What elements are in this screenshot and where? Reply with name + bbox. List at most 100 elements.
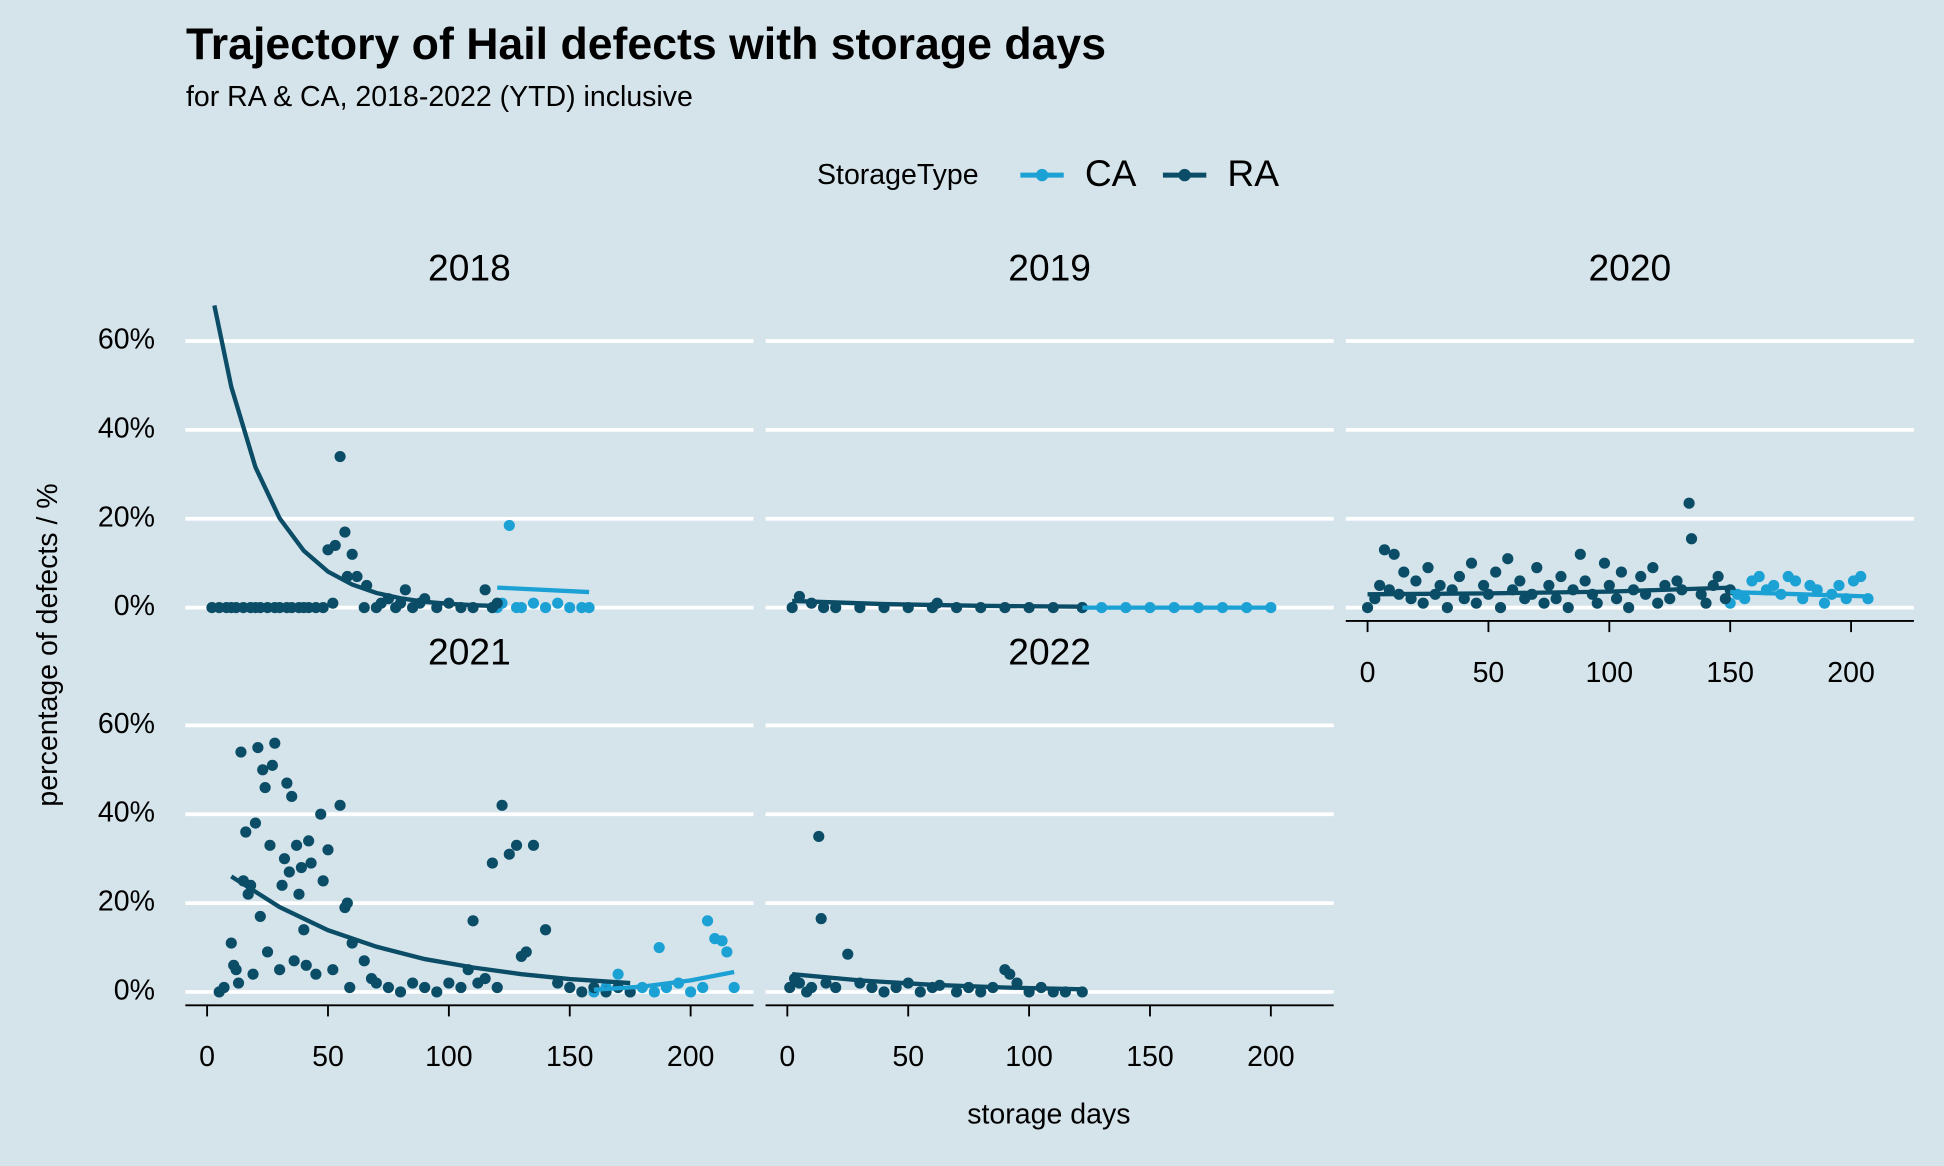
data-point (685, 986, 697, 998)
data-point (443, 977, 455, 989)
data-point (496, 799, 508, 811)
y-tick-label: 0% (114, 590, 155, 622)
data-point (515, 602, 527, 614)
chart-title: Trajectory of Hail defects with storage … (186, 20, 1106, 69)
data-point (419, 981, 431, 994)
data-point (1635, 570, 1647, 583)
data-point (1695, 588, 1707, 600)
data-point (975, 986, 987, 998)
data-point (1388, 548, 1400, 560)
data-point (784, 981, 796, 994)
x-axis-label: storage days (967, 1099, 1130, 1131)
data-point (399, 584, 411, 596)
data-point (564, 602, 576, 614)
data-point (576, 986, 588, 998)
data-point (1490, 566, 1502, 578)
data-point (276, 879, 288, 891)
data-point (818, 602, 830, 614)
data-point (510, 839, 523, 851)
data-point (612, 968, 624, 980)
x-tick-label: 100 (1586, 657, 1634, 689)
data-point (1422, 562, 1434, 574)
chart-subtitle: for RA & CA, 2018-2022 (YTD) inclusive (186, 81, 693, 113)
data-point (1818, 597, 1831, 609)
data-point (653, 941, 665, 954)
data-point (303, 835, 315, 847)
data-point (1719, 593, 1731, 605)
data-point (269, 737, 281, 749)
data-point (230, 964, 242, 976)
legend-marker (1178, 168, 1191, 182)
data-point (341, 897, 353, 909)
data-point (249, 817, 262, 829)
data-point (264, 839, 276, 851)
data-point (539, 924, 552, 936)
data-point (564, 981, 576, 994)
x-tick-label: 200 (667, 1041, 715, 1073)
data-point (1550, 593, 1562, 605)
data-point (1789, 575, 1802, 587)
data-point (820, 977, 832, 989)
data-point (351, 570, 363, 583)
data-point (382, 981, 395, 994)
data-point (252, 742, 264, 754)
data-point (232, 977, 245, 989)
y-tick-label: 0% (114, 974, 155, 1006)
data-point (552, 597, 564, 609)
data-point (1361, 602, 1374, 614)
data-point (527, 839, 540, 851)
data-point (1753, 570, 1765, 583)
data-point (254, 910, 266, 922)
data-point (286, 790, 298, 803)
data-point (1514, 575, 1526, 587)
data-point (407, 977, 419, 989)
data-point (317, 875, 329, 887)
legend-label: RA (1227, 152, 1279, 194)
facet-title: 2022 (1008, 631, 1091, 673)
data-point (1465, 557, 1478, 569)
data-point (358, 602, 370, 614)
x-tick-label: 50 (312, 1041, 344, 1073)
trend-line (791, 972, 1083, 992)
data-point (491, 981, 503, 994)
data-point (503, 848, 515, 860)
data-point (1647, 562, 1659, 574)
data-point (479, 584, 491, 596)
facet-title: 2019 (1008, 246, 1091, 288)
data-point (334, 799, 346, 811)
trend-line (593, 969, 735, 992)
legend-title: StorageType (817, 159, 979, 191)
data-point (1562, 602, 1574, 614)
x-tick-label: 50 (1473, 657, 1505, 689)
data-point (1652, 597, 1664, 609)
data-point (914, 986, 926, 998)
x-tick-label: 0 (199, 1041, 215, 1073)
data-point (327, 597, 339, 609)
y-tick-label: 40% (98, 412, 155, 444)
y-tick-label: 40% (98, 797, 155, 829)
x-tick-label: 100 (1005, 1041, 1053, 1073)
data-point (305, 857, 317, 869)
data-point (283, 866, 295, 878)
data-point (261, 946, 274, 958)
data-point (247, 968, 259, 980)
data-point (235, 746, 247, 758)
data-point (716, 935, 728, 947)
y-tick-label: 60% (98, 324, 155, 356)
data-point (1543, 579, 1555, 591)
data-point (866, 981, 878, 994)
data-point (1574, 548, 1586, 560)
x-tick-label: 150 (1706, 657, 1754, 689)
data-point (322, 844, 334, 856)
data-point (317, 602, 329, 614)
data-point (1417, 597, 1429, 609)
data-point (1378, 544, 1391, 556)
data-point (1700, 597, 1712, 609)
x-tick-label: 150 (1126, 1041, 1174, 1073)
data-point (1610, 593, 1623, 605)
data-point (257, 764, 269, 776)
data-point (1768, 579, 1780, 591)
data-point (358, 955, 370, 967)
data-point (805, 981, 818, 994)
